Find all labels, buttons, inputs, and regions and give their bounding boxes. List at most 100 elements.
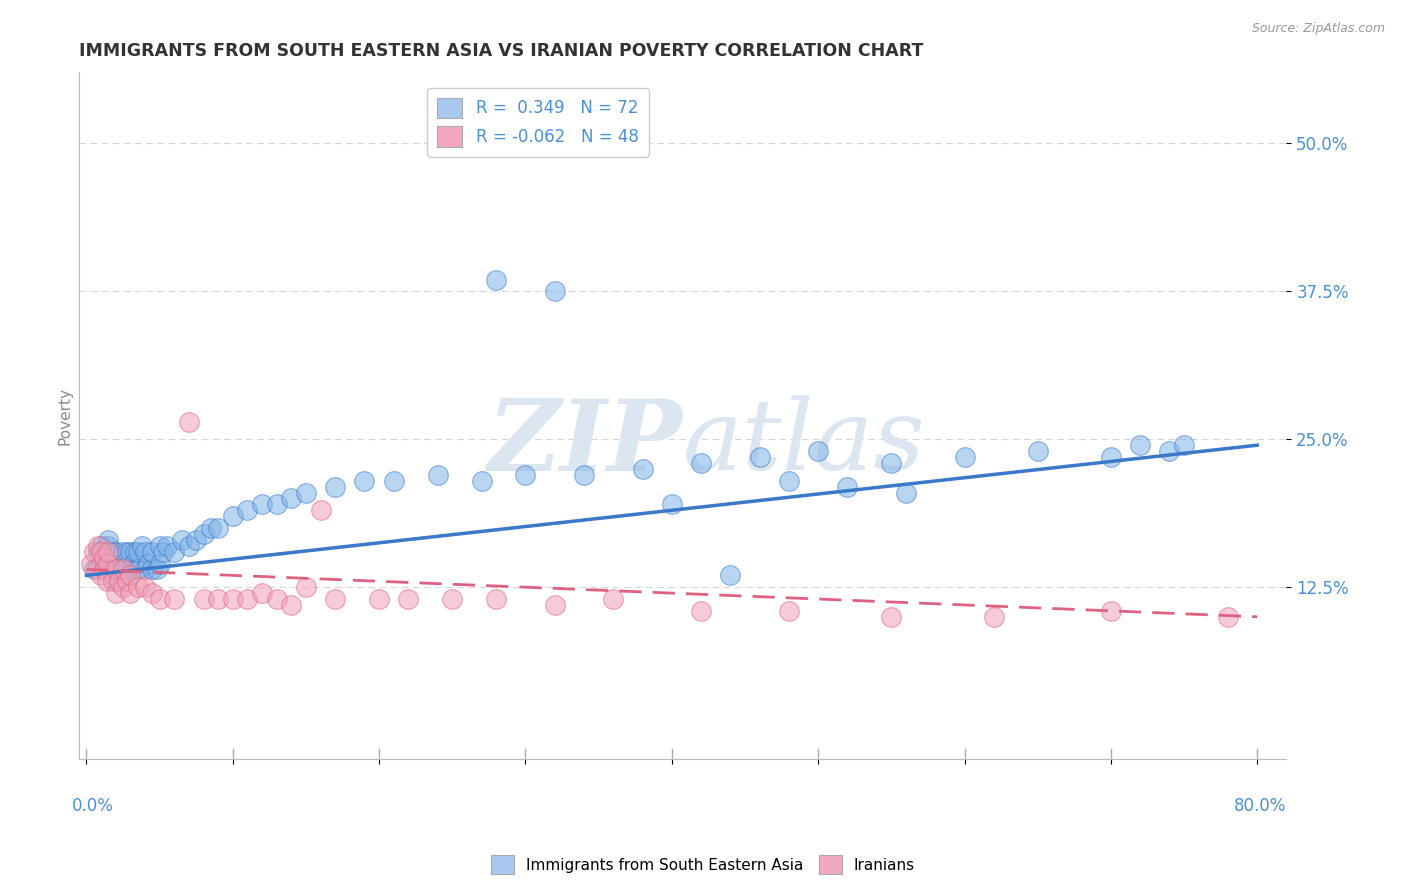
Point: [107, 574, 129, 589]
Point: [1099, 604, 1122, 618]
Point: [441, 592, 464, 607]
Text: 80.0%: 80.0%: [1234, 797, 1286, 814]
Point: [117, 574, 139, 589]
Text: 0.0%: 0.0%: [72, 797, 114, 814]
Point: [250, 497, 273, 511]
Point: [134, 562, 156, 576]
Point: [83, 544, 105, 558]
Point: [1159, 444, 1181, 458]
Point: [207, 592, 229, 607]
Point: [778, 474, 800, 488]
Point: [131, 539, 153, 553]
Point: [104, 586, 127, 600]
Point: [127, 544, 149, 558]
Point: [90, 539, 112, 553]
Point: [368, 592, 391, 607]
Point: [572, 467, 595, 482]
Point: [690, 456, 713, 470]
Point: [236, 503, 259, 517]
Point: [87, 539, 110, 553]
Point: [602, 592, 624, 607]
Point: [778, 604, 800, 618]
Point: [141, 586, 163, 600]
Point: [93, 550, 115, 565]
Point: [120, 544, 142, 558]
Point: [163, 592, 186, 607]
Point: [602, 136, 624, 151]
Point: [145, 562, 167, 576]
Point: [177, 415, 200, 429]
Point: [134, 544, 156, 558]
Point: [90, 544, 112, 558]
Point: [101, 544, 124, 558]
Point: [661, 497, 683, 511]
Point: [120, 568, 142, 582]
Point: [112, 580, 135, 594]
Point: [280, 598, 302, 612]
Point: [90, 557, 112, 571]
Point: [122, 557, 145, 571]
Point: [141, 562, 163, 576]
Point: [1099, 450, 1122, 464]
Point: [1026, 444, 1049, 458]
Point: [152, 544, 174, 558]
Point: [1129, 438, 1152, 452]
Point: [90, 568, 112, 582]
Point: [426, 467, 449, 482]
Point: [156, 539, 179, 553]
Text: ZIP: ZIP: [488, 395, 683, 491]
Point: [266, 592, 288, 607]
Point: [222, 509, 245, 524]
Text: IMMIGRANTS FROM SOUTH EASTERN ASIA VS IRANIAN POVERTY CORRELATION CHART: IMMIGRANTS FROM SOUTH EASTERN ASIA VS IR…: [79, 42, 924, 60]
Text: atlas: atlas: [683, 395, 925, 491]
Point: [93, 562, 115, 576]
Point: [112, 557, 135, 571]
Point: [104, 574, 127, 589]
Point: [117, 544, 139, 558]
Point: [170, 533, 193, 547]
Point: [280, 491, 302, 506]
Point: [80, 557, 103, 571]
Point: [112, 562, 135, 576]
Point: [149, 539, 172, 553]
Point: [83, 562, 105, 576]
Point: [120, 586, 142, 600]
Point: [515, 467, 537, 482]
Point: [295, 580, 318, 594]
Point: [236, 592, 259, 607]
Point: [97, 562, 120, 576]
Point: [127, 580, 149, 594]
Point: [266, 497, 288, 511]
Point: [97, 544, 120, 558]
Point: [207, 521, 229, 535]
Point: [894, 485, 917, 500]
Point: [544, 285, 567, 299]
Point: [485, 272, 508, 286]
Point: [112, 544, 135, 558]
Point: [149, 592, 172, 607]
Point: [193, 592, 215, 607]
Point: [96, 574, 118, 589]
Point: [86, 562, 108, 576]
Point: [193, 527, 215, 541]
Point: [544, 598, 567, 612]
Point: [177, 539, 200, 553]
Point: [97, 557, 120, 571]
Point: [471, 474, 494, 488]
Point: [104, 562, 127, 576]
Point: [880, 456, 903, 470]
Point: [295, 485, 318, 500]
Point: [353, 474, 375, 488]
Point: [323, 592, 346, 607]
Point: [93, 550, 115, 565]
Point: [309, 503, 332, 517]
Point: [718, 568, 741, 582]
Point: [983, 609, 1005, 624]
Point: [690, 604, 713, 618]
Point: [837, 480, 859, 494]
Point: [200, 521, 222, 535]
Point: [748, 450, 770, 464]
Point: [104, 544, 127, 558]
Point: [250, 586, 273, 600]
Point: [323, 480, 346, 494]
